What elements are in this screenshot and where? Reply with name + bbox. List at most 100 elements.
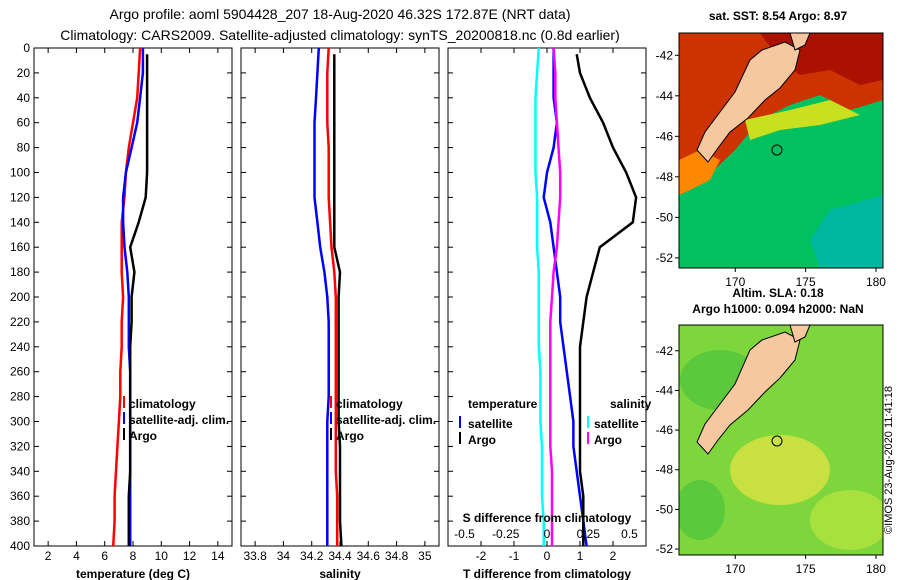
- x-tick-label: 34.2: [300, 549, 324, 563]
- sst-map: 170 175 180 -42 -44 -46 -48 -50 -52: [656, 32, 886, 289]
- s-difference-axis-label: S difference from climatology: [463, 511, 632, 525]
- lat-tick-label: -44: [656, 383, 674, 397]
- difference-panel: -2 -1 0 1 2 T difference from climatology temp…: [447, 47, 652, 580]
- y-tick-label: 200: [10, 290, 30, 304]
- y-tick-label: 0: [23, 41, 30, 55]
- x-tick-label: -1: [509, 549, 520, 563]
- legend-label: Argo: [468, 433, 496, 447]
- y-tick-label: 340: [10, 464, 30, 478]
- x-tick-label: 34: [277, 549, 291, 563]
- y-tick-label: 320: [10, 439, 30, 453]
- legend-title-temperature: temperature: [468, 397, 538, 411]
- temperature-panel: 2 4 6 8 10 12 14020406080100120140160180200220…: [10, 41, 233, 580]
- y-tick-label: 160: [10, 240, 30, 254]
- s-difference-tick-label: 0: [544, 527, 551, 541]
- y-tick-label: 180: [10, 265, 30, 279]
- series-line-climatology: [326, 47, 339, 546]
- legend-label: satellite-adj. clim.: [336, 413, 436, 427]
- sst-front: [745, 100, 860, 140]
- sla-high-region: [730, 435, 830, 505]
- plot-frame: [447, 47, 647, 547]
- y-tick-label: 300: [10, 415, 30, 429]
- sst-coastal-warm: [679, 150, 720, 195]
- x-tick-label: -2: [476, 549, 487, 563]
- south-island: [696, 41, 801, 163]
- imos-watermark: ©IMOS 23-Aug-2020 11:41:18: [883, 386, 895, 534]
- x-tick-label: 0: [544, 549, 551, 563]
- sla-low-region-2: [679, 480, 725, 540]
- series-line-salinity-argo: [549, 47, 562, 546]
- north-island: [789, 33, 811, 51]
- x-tick-label: 33.8: [243, 549, 267, 563]
- x-tick-label: 34.8: [385, 549, 409, 563]
- legend-label: satellite: [594, 417, 639, 431]
- x-tick-label: 35: [418, 549, 432, 563]
- sst-warm-region: [679, 33, 883, 195]
- legend-title-salinity: salinity: [610, 397, 652, 411]
- series-line-temperature-satellite: [542, 48, 588, 547]
- series-line-salinity-satellite: [534, 47, 545, 546]
- header-title-line1: Argo profile: aoml 5904428_207 18-Aug-20…: [109, 6, 570, 22]
- x-axis-label: T difference from climatology: [463, 567, 631, 580]
- profile-location-circle-2: [771, 435, 783, 447]
- y-tick-label: 80: [17, 141, 31, 155]
- north-island-2: [789, 325, 811, 343]
- series-line-argo: [333, 54, 343, 547]
- sla-map-frame: [678, 324, 884, 556]
- series-line-argo: [127, 54, 149, 546]
- s-difference-tick-label: 0.25: [577, 527, 601, 541]
- south-island-2: [696, 331, 801, 455]
- y-tick-label: 360: [10, 489, 30, 503]
- y-tick-label: 280: [10, 390, 30, 404]
- y-tick-label: 60: [17, 116, 31, 130]
- y-tick-label: 380: [10, 514, 30, 528]
- lat-tick-label: -48: [656, 463, 674, 477]
- legend-label: Argo: [594, 433, 622, 447]
- legend-label: satellite-adj. clim.: [129, 413, 229, 427]
- y-tick-label: 240: [10, 340, 30, 354]
- x-axis-label: salinity: [319, 567, 361, 580]
- lat-tick-label: -44: [656, 89, 674, 103]
- lon-tick-label: 180: [866, 562, 886, 576]
- legend-label: climatology: [129, 397, 196, 411]
- series-line-satellite-adj-clim-: [313, 47, 330, 546]
- lat-tick-label: -46: [656, 129, 674, 143]
- lat-tick-label: -50: [656, 502, 674, 516]
- lon-tick-label: 170: [725, 275, 745, 289]
- salinity-panel: 33.8 34 34.2 34.4 34.6 34.8 35 salinity climatol…: [240, 47, 440, 580]
- lat-tick-label: -52: [656, 251, 674, 265]
- x-tick-label: 1: [577, 549, 584, 563]
- x-tick-label: 2: [45, 549, 52, 563]
- x-tick-label: 10: [155, 549, 169, 563]
- x-tick-label: 6: [101, 549, 108, 563]
- x-tick-label: 34.6: [357, 549, 381, 563]
- lat-tick-label: -52: [656, 542, 674, 556]
- sst-map-title: sat. SST: 8.54 Argo: 8.97: [709, 9, 848, 23]
- lon-tick-label: 175: [796, 275, 816, 289]
- s-difference-tick-label: 0.5: [621, 527, 638, 541]
- x-axis-label: temperature (deg C): [76, 567, 190, 580]
- x-tick-label: 8: [130, 549, 137, 563]
- y-tick-label: 400: [10, 539, 30, 553]
- x-tick-label: 34.4: [328, 549, 352, 563]
- y-tick-label: 120: [10, 190, 30, 204]
- x-tick-label: 14: [211, 549, 225, 563]
- y-tick-label: 140: [10, 215, 30, 229]
- s-difference-tick-label: -0.25: [492, 527, 520, 541]
- sst-map-frame: [678, 32, 884, 269]
- lon-tick-label: 175: [796, 562, 816, 576]
- y-tick-label: 220: [10, 315, 30, 329]
- x-tick-label: 2: [610, 549, 617, 563]
- sst-cool-region: [810, 195, 883, 268]
- legend-label: satellite: [468, 417, 513, 431]
- legend-label: Argo: [129, 429, 157, 443]
- lat-tick-label: -48: [656, 170, 674, 184]
- sla-map-title-1: Altim. SLA: 0.18: [732, 286, 824, 300]
- lat-tick-label: -42: [656, 344, 674, 358]
- y-tick-label: 20: [17, 66, 31, 80]
- header-title-line2: Climatology: CARS2009. Satellite-adjuste…: [60, 27, 620, 43]
- x-tick-label: 12: [183, 549, 197, 563]
- lon-tick-label: 170: [725, 562, 745, 576]
- lat-tick-label: -46: [656, 423, 674, 437]
